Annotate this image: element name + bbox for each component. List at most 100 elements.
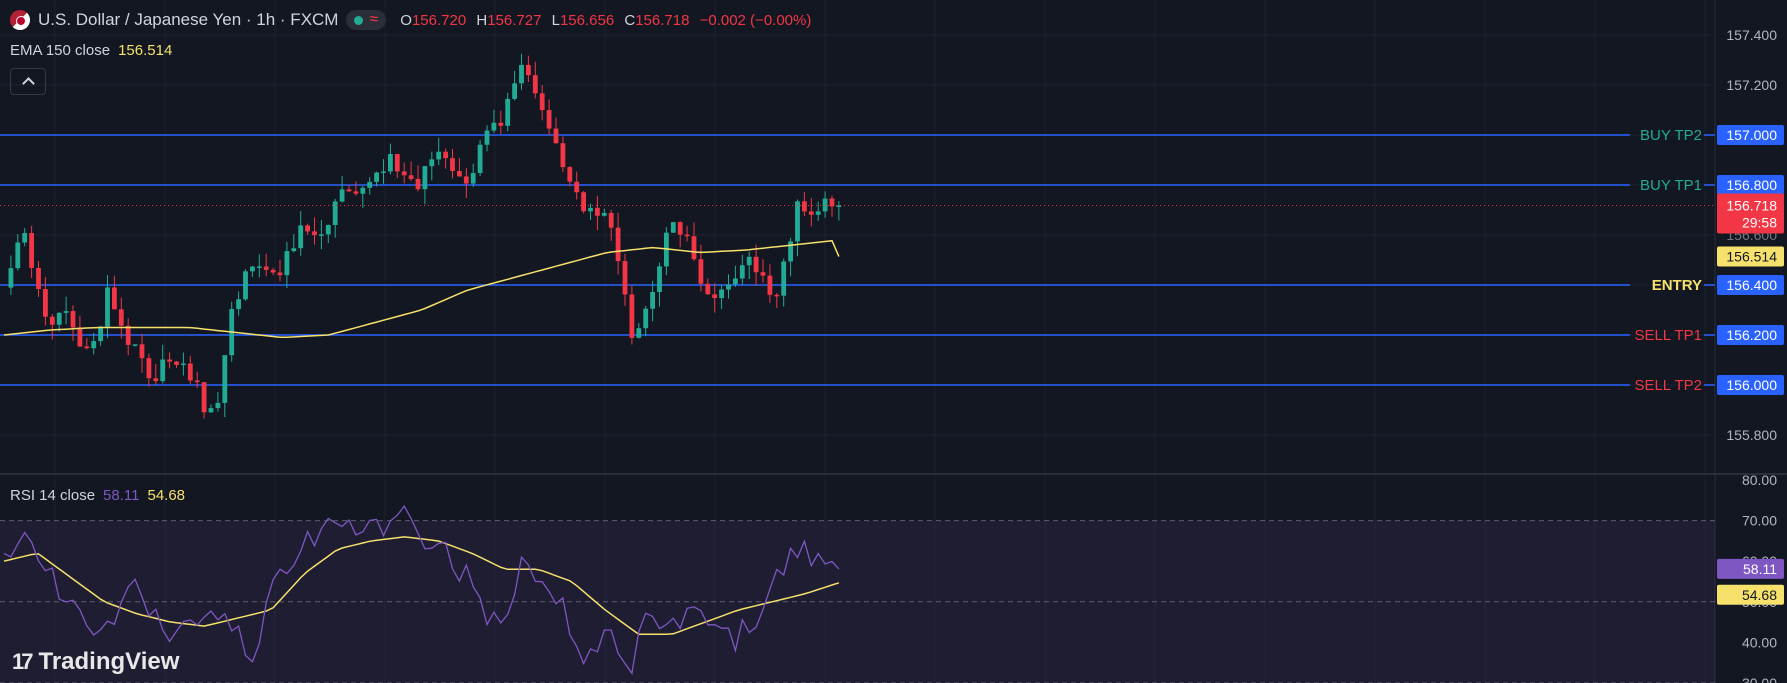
candle-body [505,98,511,126]
market-status-badge[interactable]: ≈ [346,10,387,30]
collapse-legend-button[interactable] [10,68,46,95]
rsi-tick-label: 70.00 [1742,513,1777,529]
candle-body [519,64,524,84]
chevron-up-icon [21,77,35,90]
price-change: −0.002 (−0.00%) [699,11,812,29]
candle-body [298,225,304,249]
ema-badge [1717,246,1784,267]
candle-body [49,316,55,325]
candle-body [739,265,745,279]
candle-body [532,75,538,94]
candle-body [795,201,800,242]
candle-body [539,93,545,111]
candle-body [208,408,214,413]
candle-body [760,272,766,276]
symbol-header[interactable]: U.S. Dollar / Japanese Yen · 1h · FXCM ≈… [10,10,811,30]
candle-body [753,256,759,273]
tradingview-logo-icon: 17 [12,649,34,674]
rsi-tick-label: 80.00 [1742,472,1777,488]
candle-body [815,211,821,215]
candle-body [698,259,704,284]
candle-body [484,130,490,145]
candle-body [153,378,159,382]
rsi-ma-line [3,536,840,636]
candle-body [84,346,90,349]
candle-body [822,198,828,212]
level-badge-text: 157.000 [1726,127,1777,143]
candle-body [305,225,310,232]
candle-body [512,83,517,99]
candle-body [436,151,442,160]
candle-body [719,289,724,299]
candle-body [498,122,504,126]
candle-body [174,361,179,365]
candle-body [8,268,14,288]
candle-body [670,222,676,233]
candle-body [733,278,738,285]
candle-body [319,234,324,236]
candle-body [181,363,186,366]
usdjpy-flag-icon [10,10,30,30]
symbol-title: U.S. Dollar / Japanese Yen · 1h · FXCM [38,10,339,29]
candle-body [767,275,773,295]
candle-body [746,256,752,266]
rsi-legend[interactable]: RSI 14 close 58.11 54.68 [10,487,186,504]
candle-body [112,287,117,310]
candle-body [105,287,110,327]
candle-body [546,110,552,129]
current-price-text: 156.718 [1726,198,1777,214]
candle-body [629,294,635,338]
candle-body [201,382,207,413]
market-open-icon [354,15,364,25]
candle-body [622,261,628,295]
candle-body [346,189,352,192]
candle-body [450,158,455,172]
level-badge-text: 156.200 [1726,327,1777,343]
candle-body [408,175,414,179]
rsi-line [3,504,840,675]
level-label: ENTRY [1652,277,1702,294]
candle-body [367,181,373,188]
rsi-value-text: 58.11 [1743,561,1777,577]
tradingview-logo[interactable]: 17 TradingView [12,648,180,675]
candle-body [325,225,331,235]
level-label: SELL TP1 [1634,327,1702,344]
price-tick-label: 157.200 [1726,77,1777,93]
candle-body [118,309,124,326]
candle-body [691,236,697,260]
level-badge-text: 156.400 [1726,277,1777,293]
candle-body [788,241,793,262]
candle-body [284,251,290,276]
rsi-value-badge [1717,558,1784,579]
candle-body [608,212,614,228]
ema-legend[interactable]: EMA 150 close 156.514 [10,42,173,59]
candle-body [194,380,200,383]
candle-body [401,171,407,176]
candle-body [457,171,462,177]
candle-body [291,248,297,252]
candle-body [353,191,359,194]
candle-body [836,205,842,207]
current-price-badge [1717,193,1784,234]
candle-body [360,187,366,194]
candle-body [125,325,131,345]
candle-body [236,299,241,310]
candle-body [77,327,83,347]
level-label: SELL TP2 [1634,377,1702,394]
candle-body [56,312,62,325]
candle-body [91,341,97,349]
candle-body [581,192,586,212]
candle-body [277,272,283,276]
candle-body [415,178,421,190]
level-badge [1717,175,1784,195]
candle-body [381,171,386,173]
candle-body [394,154,400,172]
candle-body [705,283,711,295]
candle-body [491,122,497,131]
rsi-ma-text: 54.68 [1742,587,1777,603]
candle-body [553,128,559,144]
candle-body [560,143,566,168]
candle-body [146,358,152,379]
candle-body [615,227,621,262]
